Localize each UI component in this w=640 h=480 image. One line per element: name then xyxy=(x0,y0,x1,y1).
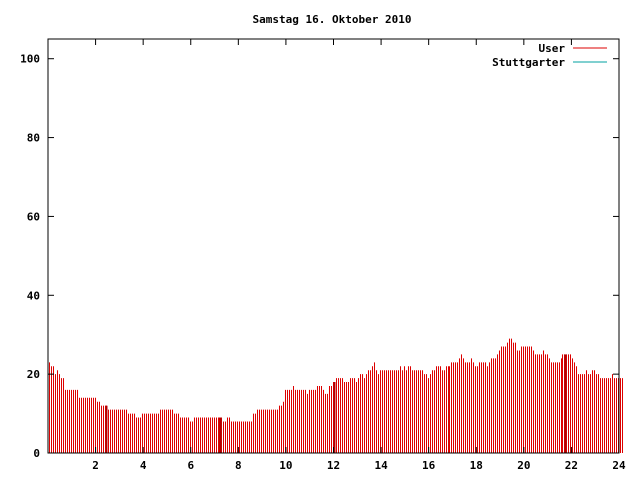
x-tick-label: 18 xyxy=(470,459,483,472)
legend: User Stuttgarter xyxy=(492,42,607,69)
legend-label-user: User xyxy=(539,42,566,55)
plot-frame xyxy=(47,38,620,454)
x-tick-label: 8 xyxy=(235,459,242,472)
x-tick-label: 2 xyxy=(92,459,99,472)
chart-title: Samstag 16. Oktober 2010 xyxy=(253,13,412,26)
x-tick-label: 24 xyxy=(612,459,626,472)
y-tick-label: 40 xyxy=(27,289,40,302)
x-tick-label: 20 xyxy=(517,459,530,472)
y-tick-label: 0 xyxy=(33,447,40,460)
y-tick-label: 60 xyxy=(27,210,40,223)
y-tick-label: 80 xyxy=(27,132,40,145)
x-tick-label: 4 xyxy=(140,459,147,472)
bar-series-user xyxy=(49,338,623,453)
x-tick-label: 12 xyxy=(327,459,340,472)
x-tick-label: 10 xyxy=(279,459,292,472)
legend-label-stuttgarter: Stuttgarter xyxy=(492,56,565,69)
x-tick-label: 22 xyxy=(565,459,578,472)
x-tick-label: 14 xyxy=(374,459,388,472)
y-tick-label: 20 xyxy=(27,368,40,381)
x-tick-label: 16 xyxy=(422,459,436,472)
y-tick-label: 100 xyxy=(20,53,40,66)
x-tick-label: 6 xyxy=(187,459,194,472)
